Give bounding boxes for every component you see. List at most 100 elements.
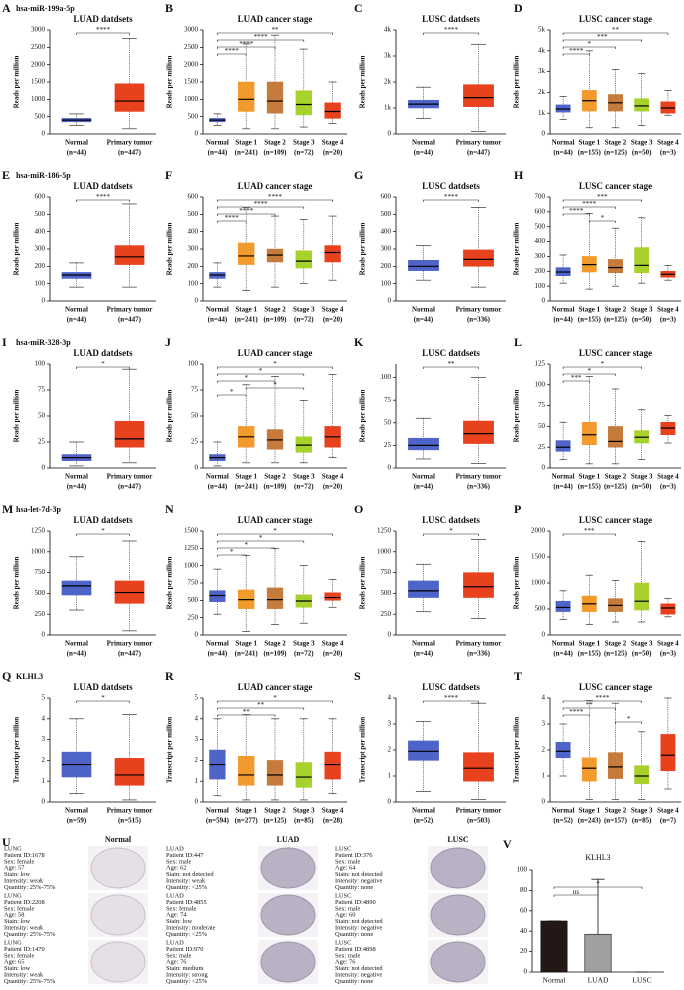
x-tick-label: Stage 4 — [322, 640, 344, 648]
n-label: (n=241) — [235, 650, 259, 658]
box — [555, 741, 571, 759]
x-tick-label: Stage 4 — [657, 807, 679, 815]
y-axis-label: Reads per million — [166, 557, 174, 610]
significance-bracket — [217, 213, 276, 216]
y-tick-label: 400 — [35, 227, 46, 235]
y-tick-label: 0 — [542, 130, 546, 138]
y-tick-label: 1 — [388, 772, 392, 780]
y-tick-label: 100 — [535, 282, 546, 290]
y-tick-label: 300 — [535, 252, 546, 260]
y-tick-label: 1500 — [184, 527, 199, 535]
box — [114, 245, 145, 265]
y-axis-label: Reads per million — [359, 56, 367, 109]
significance-bracket — [562, 46, 616, 49]
y-tick-label: 1000 — [31, 547, 46, 555]
significance-bracket — [217, 199, 333, 202]
box — [555, 600, 571, 612]
panel-letter: L — [514, 335, 522, 349]
column-header: LUAD — [277, 835, 300, 844]
y-tick-label: 1000 — [377, 547, 392, 555]
x-tick-label: Stage 4 — [657, 306, 679, 314]
panel-title: LUSC cancer stage — [579, 348, 652, 358]
n-label: (n=44) — [553, 149, 573, 157]
y-tick-label: 200 — [188, 262, 199, 270]
n-label: (n=125) — [604, 316, 628, 324]
y-tick-label: 1 — [195, 777, 199, 785]
y-tick-label: 750 — [35, 568, 46, 576]
significance-bracket — [589, 220, 616, 223]
ihc-text: Intensity: weak — [166, 877, 206, 884]
panel-letter: N — [165, 502, 174, 516]
significance-bracket — [562, 53, 590, 56]
n-label: (n=157) — [604, 817, 628, 825]
n-label: (n=125) — [263, 817, 287, 825]
panel-title: KLHL3 — [585, 853, 610, 862]
significance-bracket — [76, 700, 130, 703]
box — [238, 81, 255, 112]
box — [463, 249, 494, 267]
x-tick-label: Stage 3 — [631, 807, 653, 815]
y-tick-label: 600 — [381, 193, 392, 201]
panel-letter: C — [354, 1, 363, 15]
ihc-text: Stain: not detected — [166, 871, 214, 878]
x-tick-label: Stage 3 — [631, 473, 653, 481]
y-tick-label: 1500 — [531, 553, 546, 561]
x-tick-label: Stage 1 — [579, 139, 601, 147]
ihc-text: Age: 76 — [166, 959, 186, 966]
gene-label: hsa-miR-199a-5p — [16, 4, 75, 13]
box — [61, 580, 92, 596]
significance-label: ns — [573, 888, 580, 896]
x-tick-label: Normal — [552, 473, 575, 481]
x-tick-label: Stage 4 — [322, 306, 344, 314]
n-label: (n=72) — [294, 650, 314, 658]
significance-bracket — [562, 373, 616, 376]
significance-label: * — [230, 548, 234, 556]
y-tick-label: 3000 — [184, 26, 199, 34]
box — [114, 758, 145, 786]
panel-letter: U — [2, 835, 11, 849]
ihc-text: Sex: female — [4, 952, 35, 959]
panel-letter: F — [165, 168, 172, 182]
n-label: (n=85) — [632, 817, 652, 825]
n-label: (n=44) — [208, 483, 228, 491]
y-tick-label: 25 — [538, 443, 546, 451]
n-label: (n=52) — [414, 817, 434, 825]
y-tick-label: 0 — [388, 297, 392, 305]
y-axis-label: Reads per million — [513, 56, 521, 109]
ihc-text: Sex: female — [166, 905, 197, 912]
y-axis-label: Reads per million — [13, 390, 21, 443]
significance-label: * — [230, 388, 234, 396]
ihc-text: Stain: not detected — [335, 965, 383, 972]
n-label: (n=447) — [118, 483, 142, 491]
ihc-text: Sex: female — [4, 858, 35, 865]
y-tick-label: 100 — [517, 866, 528, 874]
significance-bracket — [217, 53, 247, 56]
box — [295, 762, 312, 788]
significance-bracket — [423, 199, 479, 202]
box — [660, 734, 676, 772]
box — [266, 587, 284, 609]
ihc-text: Quantity: none — [335, 884, 373, 891]
ihc-text: Quantity: <25% — [166, 978, 208, 985]
y-tick-label: 20 — [520, 947, 528, 955]
panel-letter: D — [514, 1, 523, 15]
significance-bracket — [562, 366, 642, 369]
y-axis-label: Reads per million — [359, 223, 367, 276]
box — [581, 757, 597, 782]
significance-bracket — [217, 39, 305, 42]
x-tick-label: Primary tumor — [456, 640, 502, 648]
y-tick-label: 0 — [542, 464, 546, 472]
ihc-text: Intensity: weak — [4, 971, 44, 978]
ihc-text: LUSC — [335, 845, 351, 852]
panel-letter: E — [2, 168, 10, 182]
ihc-text: Stain: low — [4, 965, 30, 972]
x-tick-label: Stage 2 — [605, 139, 627, 147]
significance-label: * — [244, 374, 248, 382]
tissue-image — [260, 894, 316, 936]
ihc-text: Sex: male — [166, 952, 192, 959]
significance-bracket — [217, 206, 305, 209]
panel-title: LUSC cancer stage — [579, 181, 652, 191]
y-tick-label: 500 — [381, 589, 392, 597]
x-tick-label: Normal — [65, 306, 88, 314]
y-tick-label: 3 — [42, 735, 46, 743]
